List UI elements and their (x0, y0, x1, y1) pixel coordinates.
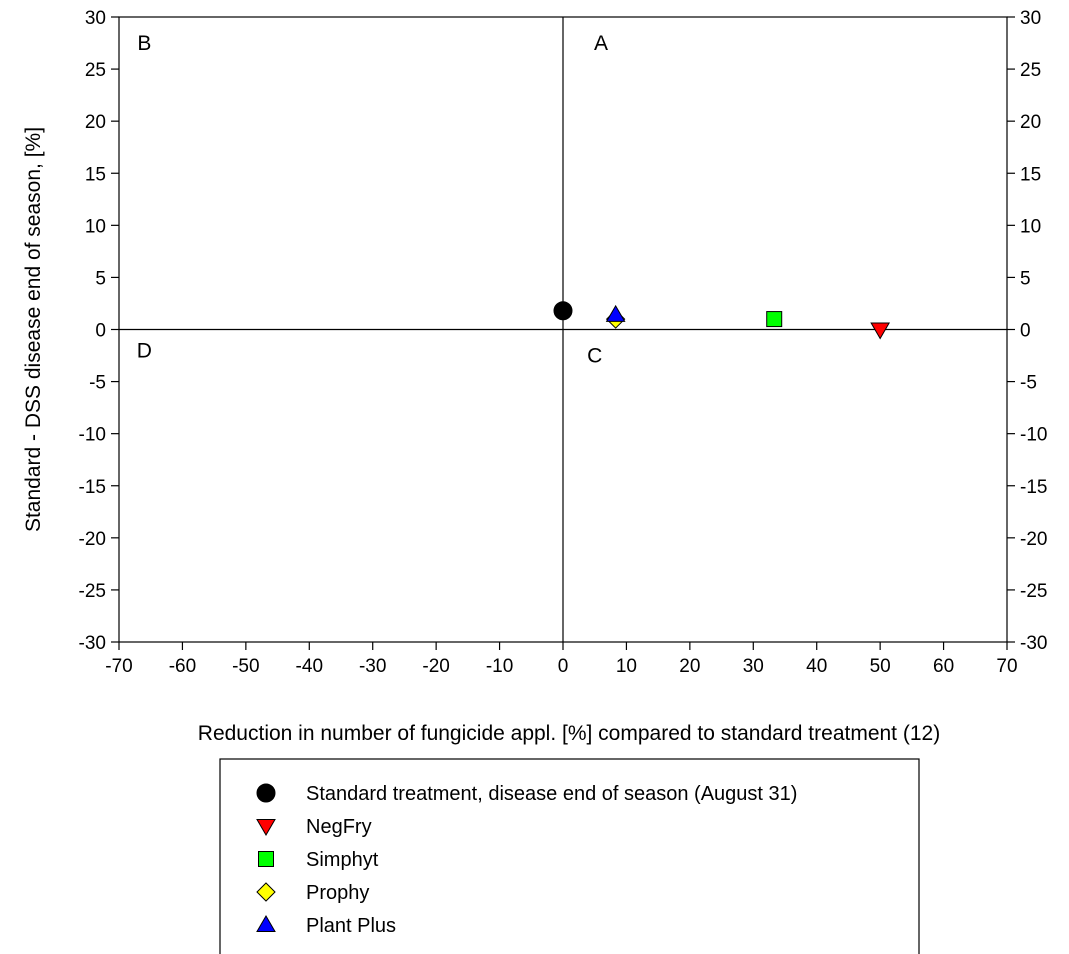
quadrant-label-c: C (587, 345, 602, 368)
legend-label: NegFry (306, 816, 372, 838)
x-tick-label: -10 (486, 656, 513, 677)
x-tick-label: 30 (743, 656, 764, 677)
x-tick-label: 40 (806, 656, 827, 677)
data-points (553, 301, 891, 340)
y-right-tick-label: -15 (1020, 477, 1047, 498)
y-tick-label: 5 (95, 268, 106, 289)
y-right-tick-label: 15 (1020, 164, 1041, 185)
x-tick-label: 10 (616, 656, 637, 677)
y-tick-label: -10 (79, 425, 106, 446)
legend: Standard treatment, disease end of seaso… (219, 758, 920, 954)
x-tick-label: -30 (359, 656, 386, 677)
y-tick-label: 0 (95, 321, 106, 342)
x-tick-label: -60 (169, 656, 196, 677)
y-right-tick-label: -5 (1020, 373, 1037, 394)
y-axis-right: -30 -25 -20 -15 -10 -5 0 5 10 15 20 25 30 (1007, 8, 1047, 654)
x-tick-label: -70 (105, 656, 132, 677)
y-right-tick-label: -30 (1020, 633, 1047, 654)
y-right-tick-label: -25 (1020, 581, 1047, 602)
y-right-tick-label: 5 (1020, 268, 1031, 289)
legend-marker (256, 915, 276, 932)
y-right-tick-label: 25 (1020, 60, 1041, 81)
x-tick-label: 20 (679, 656, 700, 677)
y-tick-label: 25 (85, 60, 106, 81)
y-tick-label: 10 (85, 216, 106, 237)
x-tick-label: 50 (870, 656, 891, 677)
x-tick-label: 70 (996, 656, 1017, 677)
y-axis-left: -30 -25 -20 -15 -10 -5 0 5 10 15 20 25 30 (79, 8, 119, 654)
legend-marker (258, 851, 274, 867)
y-tick-label: 30 (85, 8, 106, 29)
x-tick-label: 0 (558, 656, 569, 677)
y-tick-label: -5 (89, 373, 106, 394)
x-axis-title: Reduction in number of fungicide appl. [… (198, 722, 940, 745)
y-tick-label: -20 (79, 529, 106, 550)
y-tick-label: 15 (85, 164, 106, 185)
y-right-tick-label: -20 (1020, 529, 1047, 550)
y-tick-label: -30 (79, 633, 106, 654)
x-tick-label: -40 (296, 656, 323, 677)
legend-box (219, 758, 920, 954)
x-tick-label: -20 (422, 656, 449, 677)
x-tick-label: -50 (232, 656, 259, 677)
data-point-negfry (870, 322, 891, 340)
data-point-plant (605, 304, 626, 322)
data-point-simphyt (766, 311, 783, 328)
y-tick-label: -15 (79, 477, 106, 498)
y-tick-label: 20 (85, 112, 106, 133)
quadrant-label-a: A (594, 32, 608, 55)
quadrant-labels: A B C D (137, 32, 608, 368)
legend-marker (256, 783, 276, 803)
legend-label: Simphyt (306, 849, 379, 871)
y-right-tick-label: -10 (1020, 425, 1047, 446)
y-right-tick-label: 0 (1020, 321, 1031, 342)
y-right-tick-label: 30 (1020, 8, 1041, 29)
quadrant-label-b: B (137, 32, 151, 55)
y-right-tick-label: 20 (1020, 112, 1041, 133)
x-axis: -70 -60 -50 -40 -30 -20 -10 0 10 20 30 40 50 60 70 (105, 642, 1018, 677)
legend-label: Standard treatment, disease end of seaso… (306, 783, 797, 805)
y-tick-label: -25 (79, 581, 106, 602)
legend-label: Plant Plus (306, 915, 396, 937)
y-right-tick-label: 10 (1020, 216, 1041, 237)
quadrant-label-d: D (137, 339, 152, 362)
legend-label: Prophy (306, 882, 369, 904)
legend-marker (256, 819, 276, 836)
reference-lines (119, 17, 1007, 642)
x-tick-label: 60 (933, 656, 954, 677)
data-point-standard (553, 301, 573, 321)
legend-marker (256, 882, 276, 902)
y-axis-title: Standard - DSS disease end of season, [%… (22, 127, 45, 532)
